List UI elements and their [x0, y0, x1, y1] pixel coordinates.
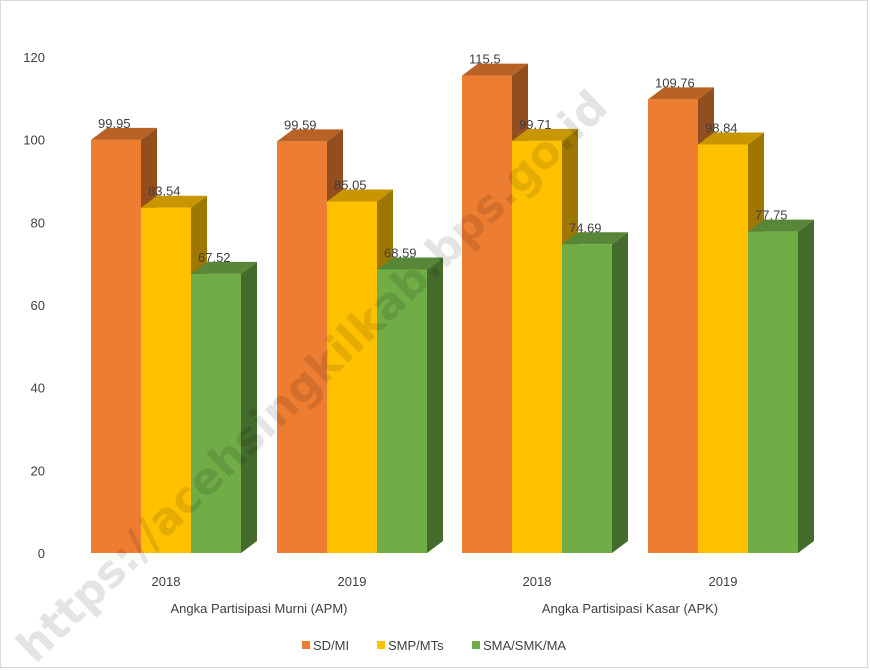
- legend: SD/MI SMP/MTs SMA/SMK/MA: [302, 638, 566, 653]
- legend-item: SMP/MTs: [377, 638, 444, 653]
- data-label: 99.71: [519, 117, 552, 132]
- bar-top: [277, 129, 343, 142]
- data-labels: 99.95 83.54 67.52 99.59 85.05 68.59 115.5 99.71…: [98, 52, 788, 265]
- bar-top: [562, 232, 628, 245]
- bar-top: [91, 127, 157, 140]
- x-tick-label: 2018: [152, 574, 181, 589]
- bar-front: [91, 139, 141, 553]
- bar-top: [462, 63, 528, 76]
- data-label: 68.59: [384, 245, 417, 260]
- legend-swatch: [377, 641, 385, 649]
- bar-sma-smk-ma: [191, 261, 257, 553]
- bar-top: [512, 128, 578, 141]
- data-label: 99.59: [284, 117, 317, 132]
- bar-front: [698, 144, 748, 553]
- y-tick-label: 20: [31, 463, 45, 478]
- bar-top: [648, 87, 714, 100]
- bar-front: [648, 99, 698, 554]
- y-tick-label: 40: [31, 381, 45, 396]
- y-tick-label: 80: [31, 215, 45, 230]
- legend-label: SMA/SMK/MA: [483, 638, 566, 653]
- group-label: Angka Partisipasi Kasar (APK): [542, 601, 718, 616]
- bar-top: [141, 195, 207, 208]
- x-tick-label: 2018: [523, 574, 552, 589]
- bar-side: [427, 257, 443, 553]
- x-axis: 2018 2019 2018 2019 Angka Partisipasi Murni …: [152, 574, 738, 616]
- data-label: 98.84: [705, 120, 738, 135]
- y-tick-label: 0: [38, 546, 45, 561]
- legend-item: SMA/SMK/MA: [472, 638, 566, 653]
- bar-side: [798, 219, 814, 553]
- group-label: Angka Partisipasi Murni (APM): [171, 601, 348, 616]
- data-label: 74.69: [569, 220, 602, 235]
- y-tick-label: 60: [31, 298, 45, 313]
- bar-front: [377, 269, 427, 553]
- bar-front: [748, 231, 798, 553]
- bar-front: [512, 140, 562, 553]
- bar-sma-smk-ma: [377, 257, 443, 553]
- data-label: 83.54: [148, 184, 181, 199]
- data-label: 115.5: [469, 52, 501, 67]
- legend-swatch: [472, 641, 480, 649]
- legend-label: SMP/MTs: [388, 638, 444, 653]
- data-label: 67.52: [198, 250, 231, 265]
- bar-sma-smk-ma: [562, 232, 628, 554]
- bar-front: [191, 273, 241, 553]
- bars: [91, 63, 814, 554]
- data-label: 109.76: [655, 75, 695, 90]
- bar-front: [462, 75, 512, 553]
- bar-top: [191, 261, 257, 274]
- x-tick-label: 2019: [338, 574, 367, 589]
- bar-top: [748, 219, 814, 232]
- bar-top: [377, 257, 443, 270]
- data-label: 85.05: [334, 177, 367, 192]
- y-axis: 0 20 40 60 80 100 120: [23, 50, 45, 561]
- bar-front: [141, 207, 191, 553]
- bar-front: [277, 141, 327, 553]
- y-tick-label: 120: [23, 50, 45, 65]
- legend-swatch: [302, 641, 310, 649]
- x-tick-label: 2019: [709, 574, 738, 589]
- data-label: 77.75: [755, 208, 788, 223]
- y-tick-label: 100: [23, 133, 45, 148]
- bar-front: [327, 201, 377, 553]
- bar-sma-smk-ma: [748, 219, 814, 553]
- data-label: 99.95: [98, 116, 131, 131]
- bar-top: [327, 189, 393, 202]
- bar-side: [241, 261, 257, 553]
- legend-item: SD/MI: [302, 638, 349, 653]
- bar-top: [698, 132, 764, 145]
- bar-front: [562, 244, 612, 554]
- bar-smp-mts: [512, 128, 578, 553]
- legend-label: SD/MI: [313, 638, 349, 653]
- bar-side: [612, 232, 628, 554]
